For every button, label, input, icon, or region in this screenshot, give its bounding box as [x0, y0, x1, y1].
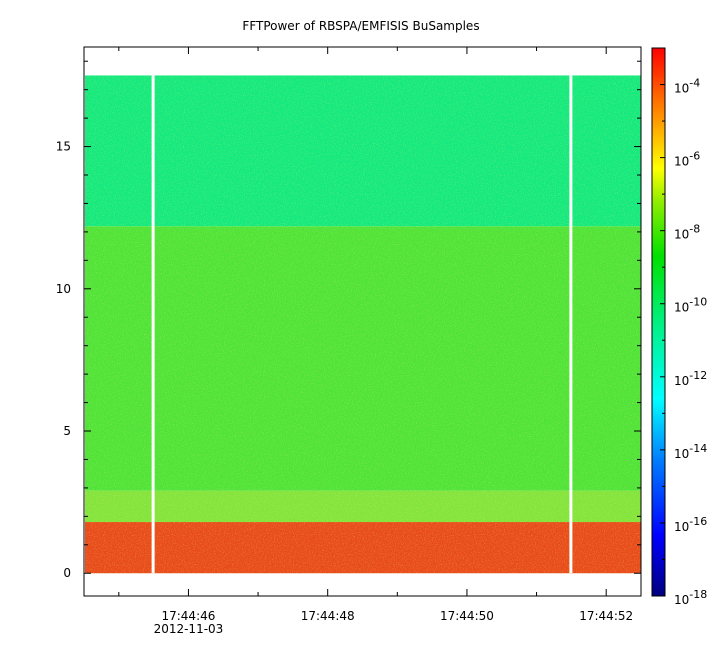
colorbar-tick-base: 10: [674, 520, 689, 534]
colorbar-tick-exponent: -8: [689, 223, 700, 236]
colorbar-tick-label-5: 10-8: [674, 223, 700, 242]
colorbar-tick-base: 10: [674, 228, 689, 242]
data-gap-1: [569, 75, 573, 574]
colorbar-tick-exponent: -18: [689, 588, 707, 601]
colorbar-tick-base: 10: [674, 301, 689, 315]
x-tick-label-0: 17:44:46: [161, 609, 215, 623]
colorbar-tick-base: 10: [674, 593, 689, 607]
y-axis: 0 5 10 15: [56, 60, 641, 580]
y-tick-label-1: 5: [63, 424, 71, 438]
x-tick-label-3: 17:44:52: [579, 609, 633, 623]
colorbar-tick-base: 10: [674, 447, 689, 461]
colorbar-gradient: [651, 47, 666, 597]
colorbar-tick-label-4: 10-10: [674, 296, 707, 315]
colorbar-tick-label-2: 10-14: [674, 442, 707, 461]
colorbar-tick-exponent: -14: [689, 442, 707, 455]
x-tick-label-1: 17:44:48: [301, 609, 355, 623]
colorbar-tick-label-1: 10-16: [674, 515, 707, 534]
x-tick-label-2: 17:44:50: [440, 609, 494, 623]
colorbar-tick-base: 10: [674, 155, 689, 169]
plot-border: [83, 46, 642, 597]
colorbar-tick-base: 10: [674, 82, 689, 96]
x-tick-date-0: 2012-11-03: [154, 622, 224, 636]
data-gap-0: [151, 75, 155, 574]
chart-title: FFTPower of RBSPA/EMFISIS BuSamples: [242, 19, 479, 33]
colorbar-tick-label-0: 10-18: [674, 588, 707, 607]
colorbar-tick-label-3: 10-12: [674, 369, 707, 388]
y-tick-label-0: 0: [63, 566, 71, 580]
data-gaps: [151, 75, 573, 574]
colorbar-tick-exponent: -6: [689, 150, 700, 163]
colorbar-tick-exponent: -10: [689, 296, 707, 309]
colorbar-tick-exponent: -12: [689, 369, 707, 382]
spectrogram-texture: [85, 75, 641, 574]
colorbar-tick-label-6: 10-6: [674, 150, 700, 169]
y-tick-label-2: 10: [56, 282, 71, 296]
colorbar-tick-exponent: -4: [689, 77, 700, 90]
colorbar-tick-exponent: -16: [689, 515, 707, 528]
y-tick-label-3: 15: [56, 140, 71, 154]
colorbar-tick-label-7: 10-4: [674, 77, 700, 96]
colorbar-tick-base: 10: [674, 374, 689, 388]
